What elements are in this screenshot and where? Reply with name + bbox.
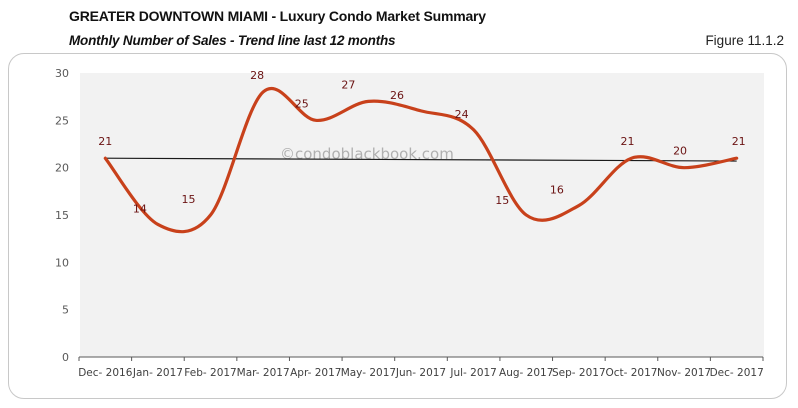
chart-frame [8, 53, 787, 399]
data-labels: 21 14 15 28 25 27 26 24 15 16 21 20 21 [98, 69, 745, 216]
x-tick-label: Oct- 2017 [605, 367, 657, 379]
x-tick-label: Jan- 2017 [132, 367, 183, 379]
data-label: 28 [250, 69, 264, 82]
data-label: 27 [341, 78, 355, 91]
sales-line [103, 87, 739, 234]
y-axis-ticks: 0 5 10 15 20 25 30 [55, 67, 69, 364]
x-tick-label: Sep- 2017 [552, 367, 606, 379]
x-tick-label: Dec- 2017 [710, 367, 764, 379]
figure-number: Figure 11.1.2 [705, 33, 784, 48]
plot-area [80, 73, 764, 357]
data-label: 26 [390, 89, 404, 102]
y-tick-label: 25 [55, 114, 69, 127]
y-tick-label: 0 [62, 351, 69, 364]
x-tick-label: Jul- 2017 [449, 367, 497, 379]
data-label: 24 [455, 108, 469, 121]
data-label: 21 [98, 135, 112, 148]
y-tick-label: 20 [55, 162, 69, 175]
trend-line [105, 157, 737, 162]
data-label: 15 [182, 193, 196, 206]
data-label: 21 [732, 135, 746, 148]
x-tick-label: Mar- 2017 [237, 367, 290, 379]
x-tick-label: Apr- 2017 [290, 367, 341, 379]
x-tick-label: Aug- 2017 [499, 367, 553, 379]
x-tick-label: Feb- 2017 [184, 367, 236, 379]
x-axis: Dec- 2016 Jan- 2017 Feb- 2017 Mar- 2017 Apr-… [78, 356, 764, 379]
x-tick-label: Jun- 2017 [395, 367, 446, 379]
x-tick-label: May- 2017 [341, 367, 396, 379]
data-label: 21 [620, 135, 634, 148]
y-tick-label: 5 [62, 304, 69, 317]
data-label: 14 [133, 202, 147, 215]
x-tick-label: Nov- 2017 [657, 367, 711, 379]
y-tick-label: 30 [55, 67, 69, 80]
y-tick-label: 15 [55, 209, 69, 222]
y-tick-label: 10 [55, 256, 69, 269]
data-label: 15 [495, 194, 509, 207]
data-label: 25 [295, 97, 309, 110]
data-label: 20 [673, 145, 687, 158]
chart-subtitle: Monthly Number of Sales - Trend line las… [69, 33, 396, 48]
x-tick-label: Dec- 2016 [78, 367, 132, 379]
data-label: 16 [550, 184, 564, 197]
watermark: ©condoblackbook.com [280, 145, 454, 163]
report-title: GREATER DOWNTOWN MIAMI - Luxury Condo Ma… [69, 8, 486, 24]
